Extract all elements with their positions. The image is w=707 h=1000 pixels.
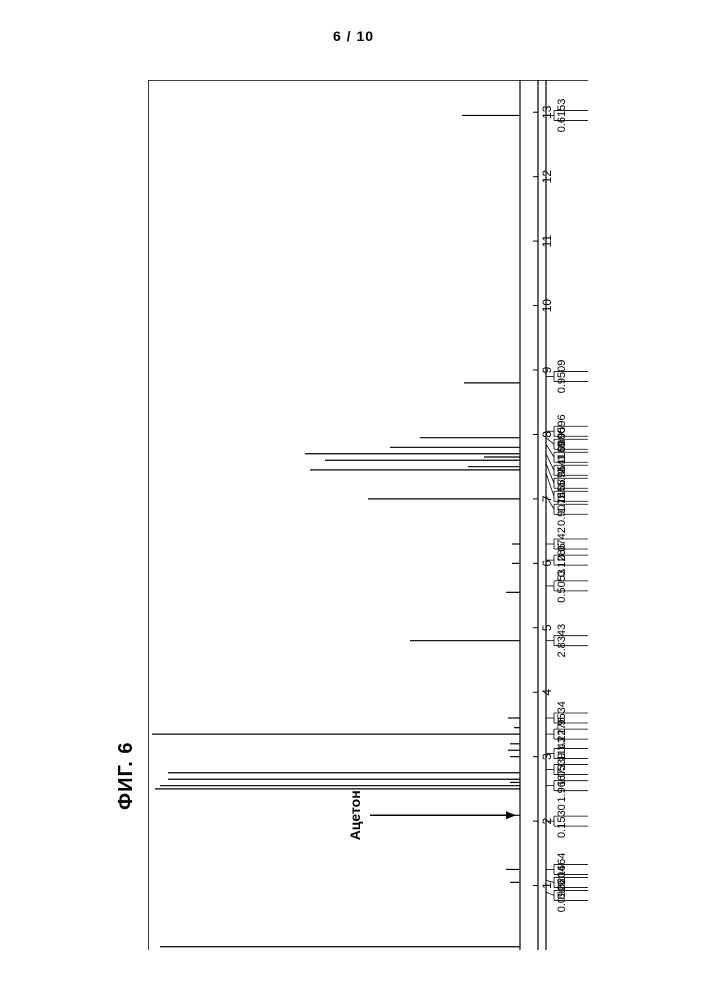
svg-text:0.1530: 0.1530	[556, 804, 568, 838]
svg-text:0.6153: 0.6153	[556, 99, 568, 133]
svg-text:1.9667: 1.9667	[556, 769, 568, 803]
svg-text:5: 5	[540, 624, 554, 631]
svg-text:10: 10	[540, 299, 554, 313]
svg-text:12: 12	[540, 170, 554, 184]
svg-text:2.8343: 2.8343	[556, 624, 568, 658]
svg-text:11: 11	[540, 235, 554, 248]
svg-text:9: 9	[540, 366, 554, 373]
nmr-chart: 131211109876543210.61530.95090.95961.000…	[148, 80, 588, 950]
svg-text:8: 8	[540, 431, 554, 438]
svg-text:0.9075: 0.9075	[556, 492, 568, 526]
page-root: 6 / 10 ФИГ. 6 131211109876543210.61530.9…	[0, 0, 707, 1000]
svg-text:0.0926: 0.0926	[556, 879, 568, 913]
svg-text:13: 13	[540, 105, 554, 119]
page-number: 6 / 10	[0, 28, 707, 44]
svg-text:4: 4	[540, 689, 554, 696]
svg-text:1: 1	[540, 882, 554, 889]
svg-text:6: 6	[540, 560, 554, 567]
svg-text:3: 3	[540, 753, 554, 760]
nmr-svg: 131211109876543210.61530.95090.95961.000…	[148, 80, 588, 950]
svg-text:0.9509: 0.9509	[556, 360, 568, 394]
svg-text:Ацетон: Ацетон	[347, 790, 363, 840]
figure-label: ФИГ. 6	[115, 741, 138, 810]
svg-text:0.5053: 0.5053	[556, 569, 568, 603]
